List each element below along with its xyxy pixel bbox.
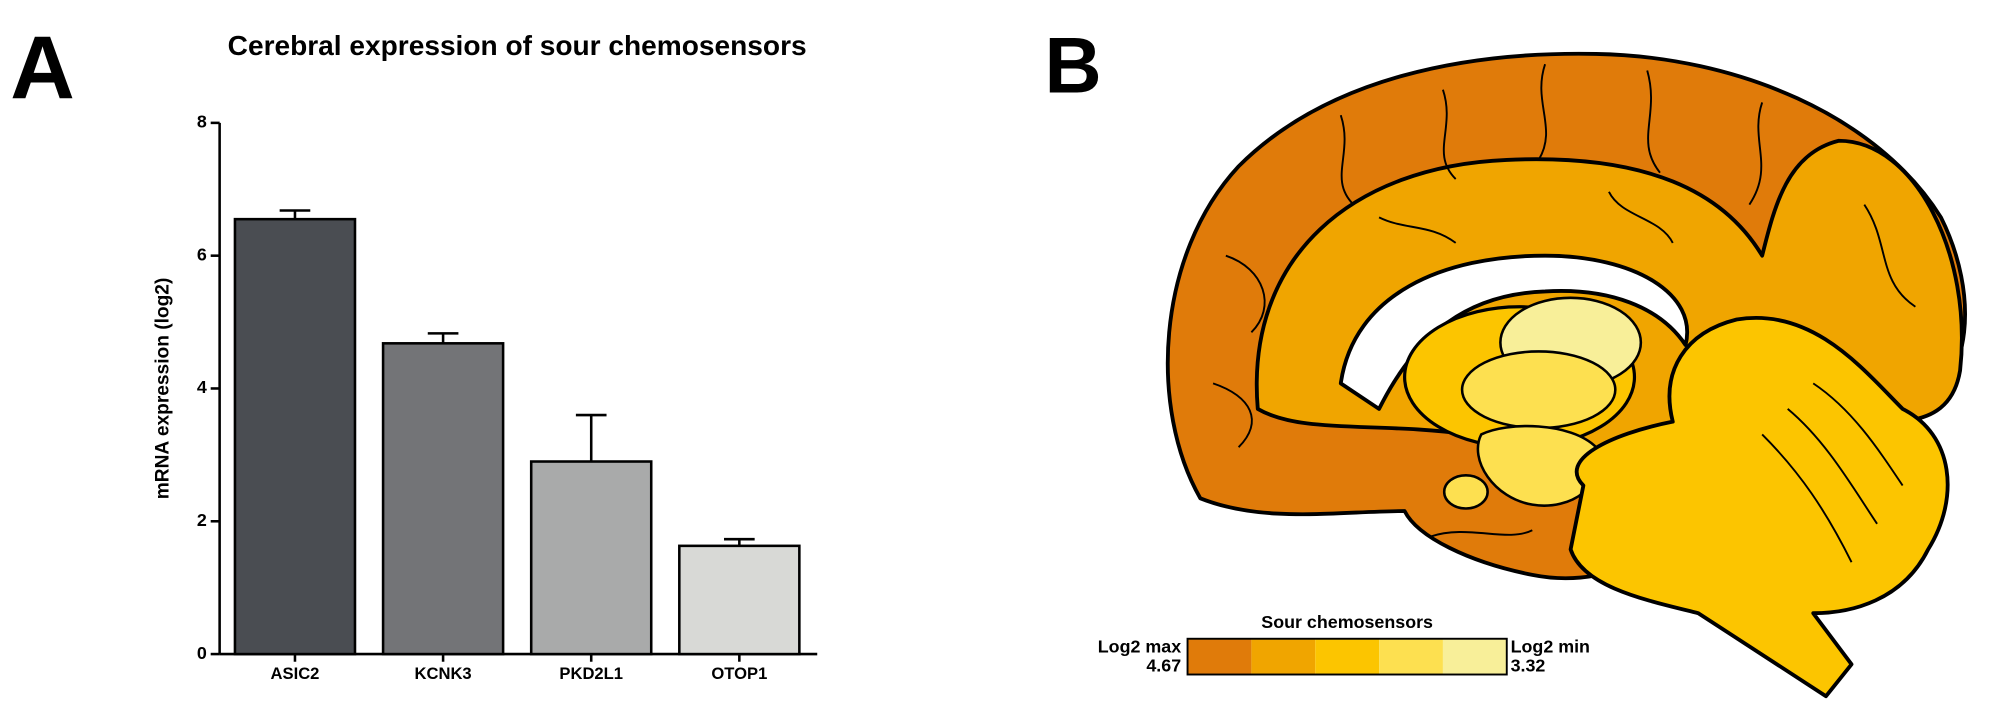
y-tick-label: 4 [197, 377, 207, 397]
bar [233, 217, 357, 656]
bar [529, 460, 653, 656]
legend-frame [1186, 637, 1508, 676]
x-tick-label: ASIC2 [271, 664, 320, 683]
y-tick-label: 6 [197, 244, 207, 264]
legend-swatch [1251, 638, 1316, 675]
y-axis-label: mRNA expression (log2) [153, 278, 174, 500]
legend-max-value: 4.67 [1146, 656, 1181, 676]
bar [678, 544, 801, 656]
legend-swatch [1315, 638, 1380, 675]
chart-title: Cerebral expression of sour chemosensors [228, 30, 807, 61]
thalamus [1460, 350, 1617, 430]
legend-title: Sour chemosensors [1261, 612, 1433, 632]
sulci [1212, 63, 1916, 563]
corpus-callosum [1338, 253, 1689, 411]
x-tick-label: PKD2L1 [559, 664, 623, 683]
legend-max-label: Log2 max [1098, 636, 1181, 656]
y-tick-label: 0 [197, 643, 207, 663]
legend-swatch [1442, 638, 1507, 675]
y-tick-label: 2 [197, 510, 207, 530]
brain-diagram [1165, 51, 1967, 699]
panel-label: B [1045, 21, 1102, 110]
brainstem-cerebellum [1568, 316, 1950, 699]
x-tick-label: KCNK3 [415, 664, 472, 683]
bar [381, 342, 505, 656]
x-tick-label: OTOP1 [711, 664, 767, 683]
legend-min-label: Log2 min [1511, 636, 1590, 656]
y-tick-label: 8 [197, 112, 207, 132]
amygdala [1442, 474, 1489, 510]
legend-min-value: 3.32 [1511, 656, 1546, 676]
legend-swatch [1187, 638, 1252, 675]
legend-swatch [1379, 638, 1443, 675]
panel-label: A [10, 17, 75, 117]
